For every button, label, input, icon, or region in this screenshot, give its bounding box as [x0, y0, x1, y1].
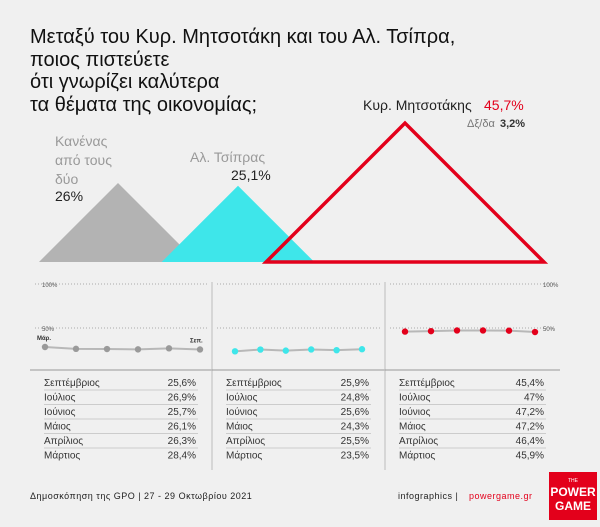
y-tick-label: 50%	[42, 327, 55, 333]
trend-line	[44, 346, 201, 351]
table-month: Σεπτέμβριος	[399, 377, 455, 389]
table-month: Μάρτιος	[44, 450, 80, 462]
logo-line: GAME	[555, 499, 591, 513]
category-label: Κανένας από τους δύο	[55, 133, 112, 187]
point	[257, 346, 264, 353]
logo-small: THE	[568, 478, 579, 484]
table-month: Ιούνιος	[44, 406, 76, 418]
table-month: Ιούνιος	[226, 406, 258, 418]
point	[358, 346, 366, 353]
annotation-label: Δξ/δα	[467, 118, 495, 130]
trend-line	[234, 348, 363, 353]
point	[134, 346, 142, 353]
table-month: Μάρτιος	[226, 450, 262, 462]
table-value: 45,4%	[516, 378, 544, 389]
table-month: Μάιος	[44, 421, 71, 433]
table-month: Ιούνιος	[399, 406, 431, 418]
value-label: 45,7%	[484, 97, 524, 113]
triangle	[38, 182, 198, 262]
table-value: 28,4%	[168, 451, 196, 462]
title-line: ότι γνωρίζει καλύτερα	[30, 71, 220, 93]
table-value: 46,4%	[516, 436, 544, 447]
point	[103, 345, 111, 353]
category-label: Κυρ. Μητσοτάκης	[363, 97, 472, 113]
point	[282, 347, 289, 354]
triangle	[161, 185, 315, 262]
y-tick-label: 50%	[543, 327, 556, 333]
footer-source: Δημοσκόπηση της GPO | 27 - 29 Οκτωβρίου …	[30, 491, 253, 501]
table-value: 25,5%	[341, 436, 369, 447]
logo-line: POWER	[550, 485, 596, 499]
table-value: 26,3%	[168, 436, 196, 447]
value-label: 25,1%	[231, 167, 271, 183]
table-value: 25,6%	[341, 407, 369, 418]
point	[165, 345, 173, 352]
category-label: Αλ. Τσίπρας	[190, 149, 266, 165]
point	[531, 328, 539, 336]
title-line: τα θέματα της οικονομίας;	[30, 93, 258, 116]
table-month: Απρίλιος	[399, 435, 438, 447]
trend-line	[404, 329, 536, 334]
table-month: Ιούλιος	[44, 392, 76, 404]
point-label: Μάρ.	[37, 336, 51, 342]
table-month: Σεπτέμβριος	[226, 377, 282, 389]
point	[427, 327, 435, 335]
table-month: Μάρτιος	[399, 450, 435, 462]
point	[479, 327, 487, 334]
table-value: 47,2%	[516, 407, 544, 418]
table-month: Απρίλιος	[44, 435, 83, 447]
title-line: ποιος πιστεύετε	[30, 48, 170, 71]
point	[505, 327, 513, 334]
point	[308, 346, 315, 353]
point	[401, 328, 409, 335]
table-value: 24,8%	[341, 393, 369, 404]
point	[231, 348, 239, 355]
table-month: Ιούλιος	[226, 392, 258, 404]
table-value: 26,9%	[168, 393, 196, 404]
table-value: 47,2%	[516, 422, 544, 433]
point	[41, 343, 49, 351]
table-value: 25,7%	[168, 407, 196, 418]
table-value: 25,6%	[168, 378, 196, 389]
footer-site: powergame.gr	[469, 491, 533, 501]
table-month: Σεπτέμβριος	[44, 377, 100, 389]
point	[453, 327, 461, 334]
logo-box	[549, 472, 597, 520]
value-label: 26%	[55, 188, 84, 204]
y-tick-label: 100%	[543, 283, 559, 289]
title-line: Μεταξύ του Κυρ. Μητσοτάκη και του Αλ. Τσ…	[30, 26, 456, 48]
point	[333, 346, 340, 354]
table-value: 47%	[524, 393, 544, 404]
table-month: Μάιος	[399, 421, 426, 433]
y-tick-label: 100%	[42, 283, 58, 289]
table-value: 25,9%	[341, 378, 369, 389]
footer-credit: infographics |	[398, 491, 459, 501]
table-month: Απρίλιος	[226, 435, 265, 447]
point	[72, 345, 80, 353]
point	[196, 346, 204, 353]
triangle	[261, 120, 549, 264]
table-value: 24,3%	[341, 422, 369, 433]
table-month: Ιούλιος	[399, 392, 431, 404]
table-value: 23,5%	[341, 451, 369, 462]
table-value: 26,1%	[168, 422, 196, 433]
table-value: 45,9%	[516, 451, 544, 462]
annotation-value: 3,2%	[500, 118, 526, 130]
point-label: Σεπ.	[190, 338, 203, 344]
table-month: Μάιος	[226, 421, 253, 433]
